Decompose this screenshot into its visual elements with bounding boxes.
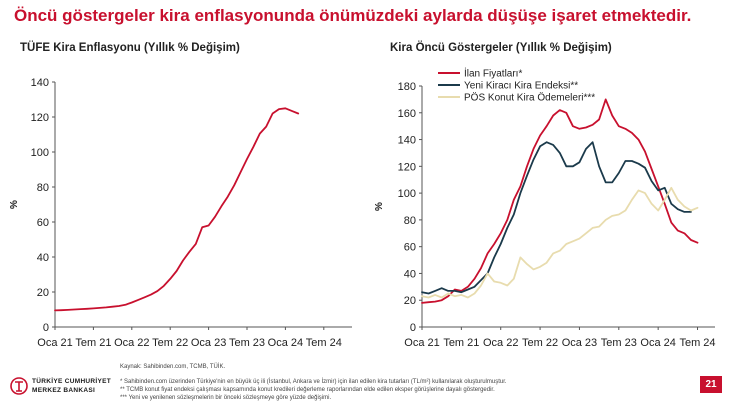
- y-tick-label: 80: [37, 182, 49, 194]
- x-tick-label: Tem 24: [679, 337, 715, 349]
- y-tick-label: 120: [398, 161, 416, 173]
- series-line-i-lan-fiyatlar: [421, 98, 699, 304]
- page-number: 21: [700, 376, 722, 393]
- y-tick-label: 160: [398, 108, 416, 120]
- y-tick-label: 20: [37, 287, 49, 299]
- x-tick-label: Tem 21: [75, 337, 111, 349]
- y-tick-label: 140: [398, 135, 416, 147]
- x-tick-label: Tem 23: [601, 337, 637, 349]
- x-tick-label: Oca 24: [640, 337, 675, 349]
- x-tick-label: Oca 23: [562, 337, 597, 349]
- y-tick-label: 120: [31, 112, 49, 124]
- x-tick-label: Oca 22: [114, 337, 149, 349]
- footnote-3: *** Yeni ve yenilenen sözleşmelerin bir …: [120, 395, 332, 401]
- bank-name-line-2: MERKEZ BANKASI: [32, 387, 96, 394]
- legend-label: PÖS Konut Kira Ödemeleri***: [464, 92, 595, 104]
- y-tick-label: 180: [398, 81, 416, 93]
- x-tick-label: Tem 24: [306, 337, 342, 349]
- right-chart: 0 20 40 60 80 100 120 140 160 180 Oca 21 Tem 21 Oca …: [374, 67, 716, 350]
- y-tick-label: 60: [404, 242, 416, 254]
- legend-label: İlan Fiyatları*: [464, 67, 522, 80]
- bank-emblem-icon: [10, 377, 28, 395]
- y-tick-label: 0: [410, 322, 416, 334]
- source-note: Kaynak: Sahibinden.com, TCMB, TÜİK.: [120, 364, 226, 370]
- x-tick-label: Oca 24: [268, 337, 303, 349]
- x-tick-label: Tem 21: [443, 337, 479, 349]
- x-tick-label: Tem 22: [522, 337, 558, 349]
- x-tick-label: Oca 22: [483, 337, 518, 349]
- y-tick-label: 0: [43, 322, 49, 334]
- y-tick-label: 140: [31, 77, 49, 89]
- y-tick-label: 60: [37, 217, 49, 229]
- y-tick-label: 40: [37, 252, 49, 264]
- bank-logo: TÜRKİYE CUMHURİYET MERKEZ BANKASI: [10, 374, 122, 400]
- y-tick-label: 100: [398, 188, 416, 200]
- footnote-1: * Sahibinden.com üzerinden Türkiye'nin e…: [120, 379, 507, 385]
- series-line-series-0: [54, 107, 300, 312]
- page-title: Öncü göstergeler kira enflasyonunda önüm…: [14, 6, 692, 25]
- x-tick-label: Oca 21: [404, 337, 439, 349]
- y-axis-label: %: [9, 200, 20, 209]
- bank-name-line-1: TÜRKİYE CUMHURİYET: [32, 378, 112, 385]
- right-chart-title: Kira Öncü Göstergeler (Yıllık % Değişim): [390, 42, 612, 54]
- x-tick-label: Oca 23: [191, 337, 226, 349]
- series-line-p-s-konut-kira-demeleri: [421, 186, 699, 299]
- y-axis-label: %: [374, 202, 385, 211]
- y-tick-label: 80: [404, 215, 416, 227]
- x-tick-label: Tem 22: [152, 337, 188, 349]
- y-tick-label: 20: [404, 295, 416, 307]
- y-tick-label: 100: [31, 147, 49, 159]
- y-tick-label: 40: [404, 268, 416, 280]
- x-tick-label: Tem 23: [229, 337, 265, 349]
- series-line-yeni-kirac-kira-endeksi: [421, 141, 692, 295]
- bank-name: TÜRKİYE CUMHURİYET MERKEZ BANKASI: [32, 377, 111, 395]
- legend-label: Yeni Kiracı Kira Endeksi**: [464, 81, 578, 92]
- left-chart-title: TÜFE Kira Enflasyonu (Yıllık % Değişim): [20, 42, 240, 54]
- x-tick-label: Oca 21: [37, 337, 72, 349]
- footnote-2: ** TCMB konut fiyat endeksi çalışması ka…: [120, 387, 495, 393]
